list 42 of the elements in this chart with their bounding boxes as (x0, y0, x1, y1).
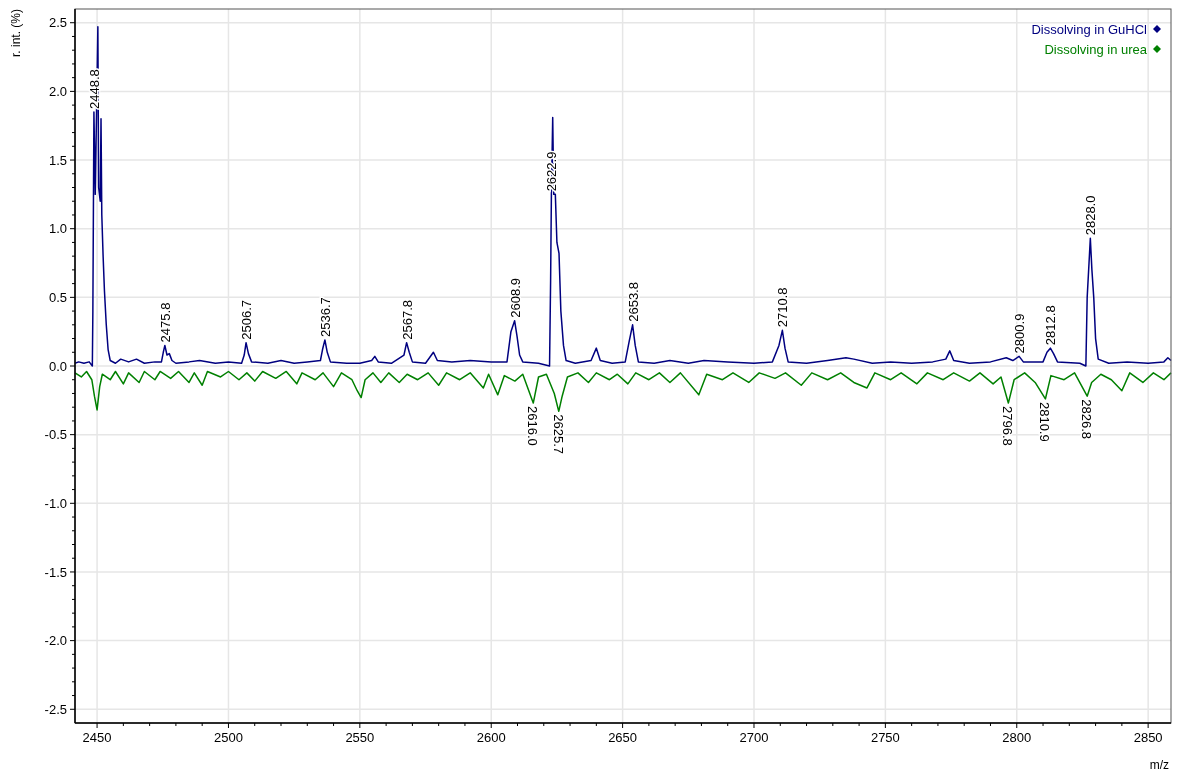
annotation: 2826.8 (1079, 399, 1095, 439)
x-tick-label: 2600 (476, 730, 506, 745)
x-tick-label: 2650 (608, 730, 638, 745)
y-tick-label: -1.0 (44, 495, 67, 511)
x-tick-label: 2450 (82, 730, 112, 745)
annotation: 2800.9 (1012, 313, 1028, 354)
x-tick-label: 2800 (1002, 730, 1032, 745)
annotation: 2810.9 (1037, 401, 1053, 442)
annotation: 2506.7 (239, 299, 255, 340)
annotation: 2828.0 (1083, 195, 1099, 236)
y-tick-label: -1.5 (44, 564, 67, 580)
x-tick-label: 2750 (870, 730, 900, 745)
y-tick-label: -0.5 (44, 427, 67, 443)
annotation: 2536.7 (317, 297, 333, 337)
annotation: 2653.8 (625, 282, 641, 322)
legend-label: Dissolving in GuHCl (1031, 21, 1148, 37)
y-axis-title: r. int. (%) (9, 9, 23, 58)
y-tick-label: 0.0 (48, 358, 67, 374)
y-tick-label: 1.5 (48, 152, 67, 168)
annotation: 2475.8 (157, 302, 173, 343)
annotation: 2622.9 (544, 151, 560, 192)
annotation: 2625.7 (550, 414, 566, 455)
x-tick-label: 2700 (739, 730, 769, 745)
y-tick-label: 1.0 (48, 221, 67, 237)
line-series (74, 26, 1172, 367)
x-tick-label: 2500 (213, 730, 243, 745)
x-tick-label: 2550 (345, 730, 375, 745)
y-tick-label: -2.0 (44, 633, 67, 649)
y-tick-label: 2.0 (48, 83, 67, 99)
y-tick-label: -2.5 (44, 701, 67, 717)
x-tick-label: 2850 (1133, 730, 1163, 745)
annotation: 2710.8 (775, 287, 791, 328)
legend-label: Dissolving in urea (1044, 41, 1148, 57)
annotation: 2608.9 (507, 277, 523, 318)
annotation: 2812.8 (1043, 305, 1059, 346)
annotation: 2796.8 (1000, 406, 1016, 446)
y-tick-label: 2.5 (48, 15, 67, 31)
x-axis-title: m/z (1149, 758, 1169, 772)
annotation: 2567.8 (399, 299, 415, 340)
annotation: 2616.0 (525, 406, 541, 446)
annotation: 2448.8 (86, 69, 102, 109)
y-tick-label: 0.5 (48, 289, 67, 305)
